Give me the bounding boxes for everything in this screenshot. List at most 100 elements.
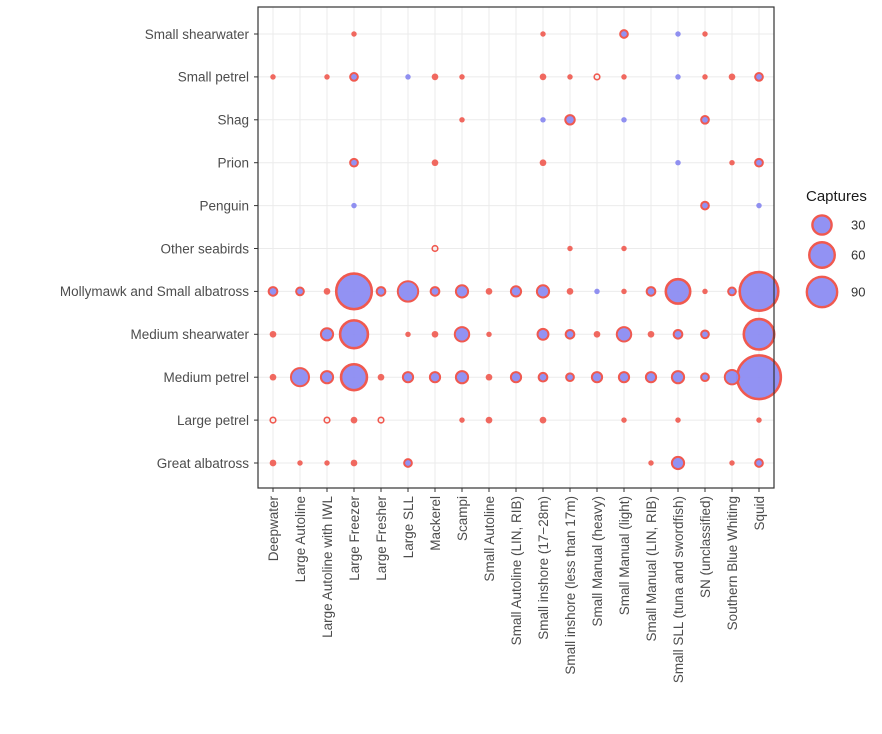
x-tick-label: Small Manual (light) xyxy=(617,496,632,615)
x-tick-label: Large Autoline with IWL xyxy=(320,496,335,638)
bubble-outline xyxy=(289,367,311,388)
bubble-fill xyxy=(454,327,470,342)
bubble-large-petrel-large-autoline-with-iwl xyxy=(323,416,331,424)
bubble-medium-petrel-small-inshore-17-28m xyxy=(537,371,549,383)
bubble-outline xyxy=(324,460,330,466)
bubble-small-petrel-small-sll-tuna-and-swordfish xyxy=(675,74,681,80)
legend-key-fill xyxy=(806,276,838,308)
bubble-fill xyxy=(673,329,683,339)
data-points xyxy=(267,29,783,471)
bubble-outline xyxy=(539,416,547,424)
bubble-large-petrel-small-autoline xyxy=(485,416,493,424)
bubble-fill xyxy=(510,286,522,297)
bubble-medium-petrel-small-autoline-lin-rib xyxy=(509,371,523,384)
legend-key-outline xyxy=(808,241,836,269)
bubble-fill xyxy=(701,373,709,382)
bubble-prion-southern-blue-whiting xyxy=(729,159,735,166)
bubble-mollymawk-and-small-albatross-squid xyxy=(738,270,780,312)
bubble-medium-petrel-large-sll xyxy=(401,371,415,384)
bubble-fill xyxy=(743,319,775,350)
bubble-fill xyxy=(755,73,763,81)
bubble-outline xyxy=(621,288,627,295)
x-tick-label: Squid xyxy=(752,496,767,531)
bubble-mollymawk-and-small-albatross-large-sll xyxy=(396,280,420,303)
bubble-medium-shearwater-deepwater xyxy=(269,330,277,338)
bubble-fill xyxy=(350,73,358,81)
bubble-outline xyxy=(590,371,604,384)
y-tick-label: Medium shearwater xyxy=(130,327,249,342)
bubble-medium-petrel-small-inshore-less-than-17m xyxy=(565,372,575,383)
bubble-outline xyxy=(269,416,277,424)
bubble-small-petrel-deepwater xyxy=(270,74,276,80)
bubble-great-albatross-large-autoline xyxy=(297,460,303,466)
bubble-small-petrel-small-manual-light xyxy=(621,74,627,80)
bubble-outline xyxy=(319,370,335,385)
bubble-mollymawk-and-small-albatross-small-manual-lin-rib xyxy=(645,286,657,297)
bubble-small-petrel-large-freezer xyxy=(349,72,359,82)
bubble-fill xyxy=(404,459,412,467)
bubble-fill xyxy=(397,281,419,302)
bubble-outline xyxy=(566,288,574,295)
bubble-outline xyxy=(564,114,576,126)
x-tick-label: SN (unclassified) xyxy=(698,496,713,598)
bubble-medium-petrel-large-autoline-with-iwl xyxy=(319,370,335,385)
bubble-outline xyxy=(453,326,471,343)
bubble-large-petrel-small-sll-tuna-and-swordfish xyxy=(675,417,681,423)
bubble-fill xyxy=(268,287,278,296)
bubble-outline xyxy=(729,460,735,466)
bubble-mollymawk-and-small-albatross-large-fresher xyxy=(375,286,387,297)
bubble-outline xyxy=(619,29,629,39)
bubble-outline xyxy=(459,117,465,123)
bubble-outline xyxy=(485,373,493,381)
bubble-fill xyxy=(429,372,441,383)
bubble-penguin-large-freezer xyxy=(351,202,357,209)
bubble-great-albatross-large-sll xyxy=(403,458,413,468)
bubble-outline xyxy=(459,417,465,423)
bubble-fill xyxy=(565,329,575,339)
bubble-outline xyxy=(723,368,741,386)
legend-label: 90 xyxy=(851,285,865,300)
bubble-prion-large-freezer xyxy=(349,157,359,168)
bubble-medium-shearwater-small-manual-light xyxy=(615,326,633,343)
bubble-outline xyxy=(349,72,359,82)
bubble-outline xyxy=(617,371,631,384)
bubble-outline xyxy=(485,288,493,295)
bubble-outline xyxy=(645,286,657,297)
bubble-small-petrel-southern-blue-whiting xyxy=(728,73,736,81)
y-axis: Great albatross Large petrel Medium petrel… xyxy=(60,27,258,471)
bubble-outline xyxy=(269,459,277,467)
bubble-medium-petrel-scampi xyxy=(454,370,470,385)
bubble-fill xyxy=(350,158,358,167)
bubble-mollymawk-and-small-albatross-sn-unclassified xyxy=(702,288,708,295)
bubble-penguin-sn-unclassified xyxy=(700,200,710,211)
bubble-outline xyxy=(459,74,465,80)
bubble-outline xyxy=(351,31,357,37)
bubble-mollymawk-and-small-albatross-large-autoline xyxy=(295,286,305,297)
y-tick-label: Small shearwater xyxy=(145,27,250,42)
bubble-medium-shearwater-small-inshore-less-than-17m xyxy=(564,328,576,340)
bubble-fill xyxy=(621,117,627,123)
bubble-outline xyxy=(539,159,547,167)
bubble-mollymawk-and-small-albatross-small-autoline xyxy=(485,288,493,295)
bubble-large-petrel-large-fresher xyxy=(377,416,385,424)
bubble-small-petrel-small-inshore-17-28m xyxy=(539,73,547,81)
bubble-outline xyxy=(647,330,655,338)
bubble-great-albatross-southern-blue-whiting xyxy=(729,460,735,466)
bubble-fill xyxy=(566,373,574,382)
bubble-small-petrel-small-inshore-less-than-17m xyxy=(567,74,573,80)
bubble-shag-small-inshore-less-than-17m xyxy=(564,114,576,126)
x-tick-label: Small Manual (LIN, RIB) xyxy=(644,496,659,642)
bubble-fill xyxy=(340,320,368,349)
bubble-prion-squid xyxy=(754,157,764,168)
bubble-outline xyxy=(728,73,736,81)
bubble-fill xyxy=(645,372,657,383)
bubble-fill xyxy=(351,202,357,209)
bubble-outline xyxy=(403,458,413,468)
bubble-outline xyxy=(431,244,439,253)
bubble-outline xyxy=(729,159,735,166)
bubble-mollymawk-and-small-albatross-small-sll-tuna-and-swordfish xyxy=(664,277,692,305)
bubble-small-shearwater-sn-unclassified xyxy=(702,31,708,37)
bubble-outline xyxy=(754,72,764,82)
bubble-outline xyxy=(396,280,420,303)
bubble-outline xyxy=(431,330,439,338)
